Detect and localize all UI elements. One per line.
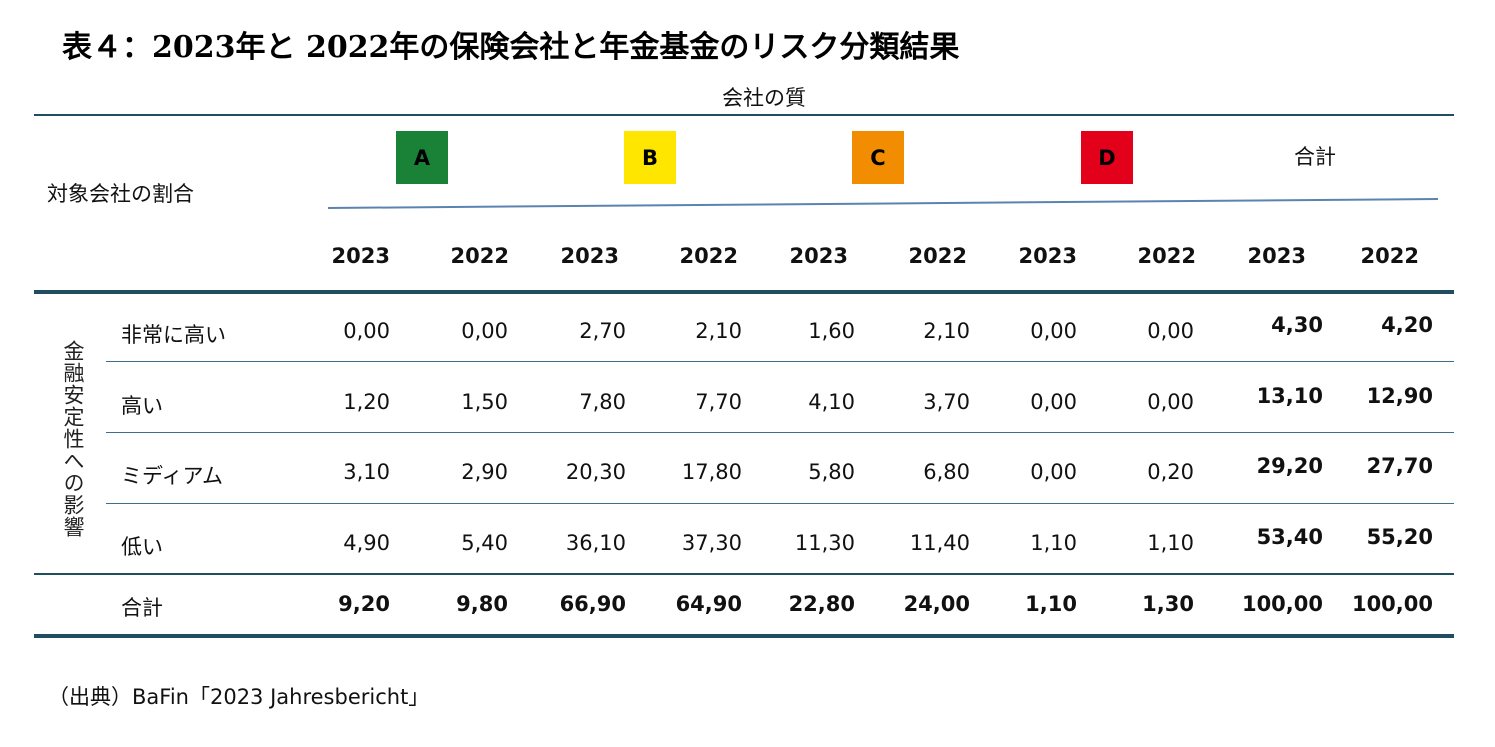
table-cell: 0,00	[343, 319, 390, 343]
table-cell: 3,70	[923, 390, 970, 414]
table-cell: 9,20	[338, 592, 390, 616]
quality-header: 会社の質	[722, 86, 806, 110]
table-cell: 1,60	[808, 319, 855, 343]
table-cell: 53,40	[1256, 525, 1323, 549]
table-cell: 0,00	[1030, 390, 1077, 414]
table-cell: 20,30	[565, 460, 626, 484]
row-label-high: 高い	[121, 394, 163, 418]
table-cell: 1,10	[1025, 592, 1077, 616]
table-cell: 4,90	[343, 531, 390, 555]
table-cell: 0,20	[1147, 460, 1194, 484]
top-rule	[34, 114, 1454, 116]
year-header: 2023	[331, 244, 390, 268]
total-header: 合計	[1294, 145, 1336, 169]
year-header: 2023	[1018, 244, 1077, 268]
table-cell: 6,80	[923, 460, 970, 484]
table-cell: 1,20	[343, 390, 390, 414]
table-cell: 24,00	[903, 592, 970, 616]
row-label-very-high: 非常に高い	[121, 323, 226, 347]
year-header: 2023	[560, 244, 619, 268]
table-cell: 4,20	[1381, 313, 1433, 337]
year-header: 2022	[679, 244, 738, 268]
table-cell: 4,10	[808, 390, 855, 414]
row-divider	[106, 503, 1454, 504]
year-header: 2022	[1137, 244, 1196, 268]
table-cell: 17,80	[681, 460, 742, 484]
table-cell: 13,10	[1256, 384, 1323, 408]
grade-a-badge: A	[396, 131, 448, 184]
table-cell: 100,00	[1241, 592, 1323, 616]
row-divider	[106, 361, 1454, 362]
table-cell: 64,90	[675, 592, 742, 616]
row-label-medium: ミディアム	[121, 464, 224, 488]
year-header: 2023	[789, 244, 848, 268]
grade-c-badge: C	[852, 131, 904, 184]
table-cell: 2,10	[923, 319, 970, 343]
table-cell: 1,10	[1147, 531, 1194, 555]
table-cell: 36,10	[565, 531, 626, 555]
year-header: 2022	[908, 244, 967, 268]
table-cell: 1,10	[1030, 531, 1077, 555]
row-label-low: 低い	[121, 535, 163, 559]
year-header: 2022	[1360, 244, 1419, 268]
row-label-total: 合計	[121, 596, 163, 620]
table-cell: 66,90	[559, 592, 626, 616]
table-cell: 7,80	[579, 390, 626, 414]
table-cell: 0,00	[1147, 390, 1194, 414]
table-cell: 22,80	[788, 592, 855, 616]
table-cell: 12,90	[1366, 384, 1433, 408]
table-cell: 4,30	[1271, 313, 1323, 337]
table-cell: 1,50	[461, 390, 508, 414]
share-label: 対象会社の割合	[47, 182, 194, 206]
table-cell: 0,00	[461, 319, 508, 343]
grade-d-badge: D	[1081, 131, 1133, 184]
header-rule	[34, 290, 1454, 294]
table-cell: 0,00	[1147, 319, 1194, 343]
table-cell: 5,80	[808, 460, 855, 484]
bottom-rule	[34, 634, 1454, 638]
table-cell: 9,80	[456, 592, 508, 616]
table-cell: 11,40	[909, 531, 970, 555]
table-cell: 11,30	[794, 531, 855, 555]
table-cell: 100,00	[1351, 592, 1433, 616]
table-cell: 37,30	[681, 531, 742, 555]
total-divider	[34, 573, 1454, 575]
table-cell: 7,70	[695, 390, 742, 414]
table-cell: 1,30	[1142, 592, 1194, 616]
table-cell: 55,20	[1366, 525, 1433, 549]
table-cell: 2,90	[461, 460, 508, 484]
source-note: （出典）BaFin「2023 Jahresbericht」	[48, 685, 430, 709]
year-header: 2023	[1247, 244, 1306, 268]
year-header: 2022	[450, 244, 509, 268]
table-cell: 3,10	[343, 460, 390, 484]
impact-axis-label: 金融安定性への影響	[61, 340, 85, 538]
table-cell: 2,10	[695, 319, 742, 343]
row-divider	[106, 432, 1454, 433]
table-cell: 27,70	[1366, 454, 1433, 478]
table-cell: 2,70	[579, 319, 626, 343]
grade-b-badge: B	[624, 131, 676, 184]
table-cell: 0,00	[1030, 319, 1077, 343]
table-title: 表４：2023年と 2022年の保険会社と年金基金のリスク分類結果	[62, 30, 960, 65]
table-cell: 5,40	[461, 531, 508, 555]
table-cell: 29,20	[1256, 454, 1323, 478]
table-cell: 0,00	[1030, 460, 1077, 484]
